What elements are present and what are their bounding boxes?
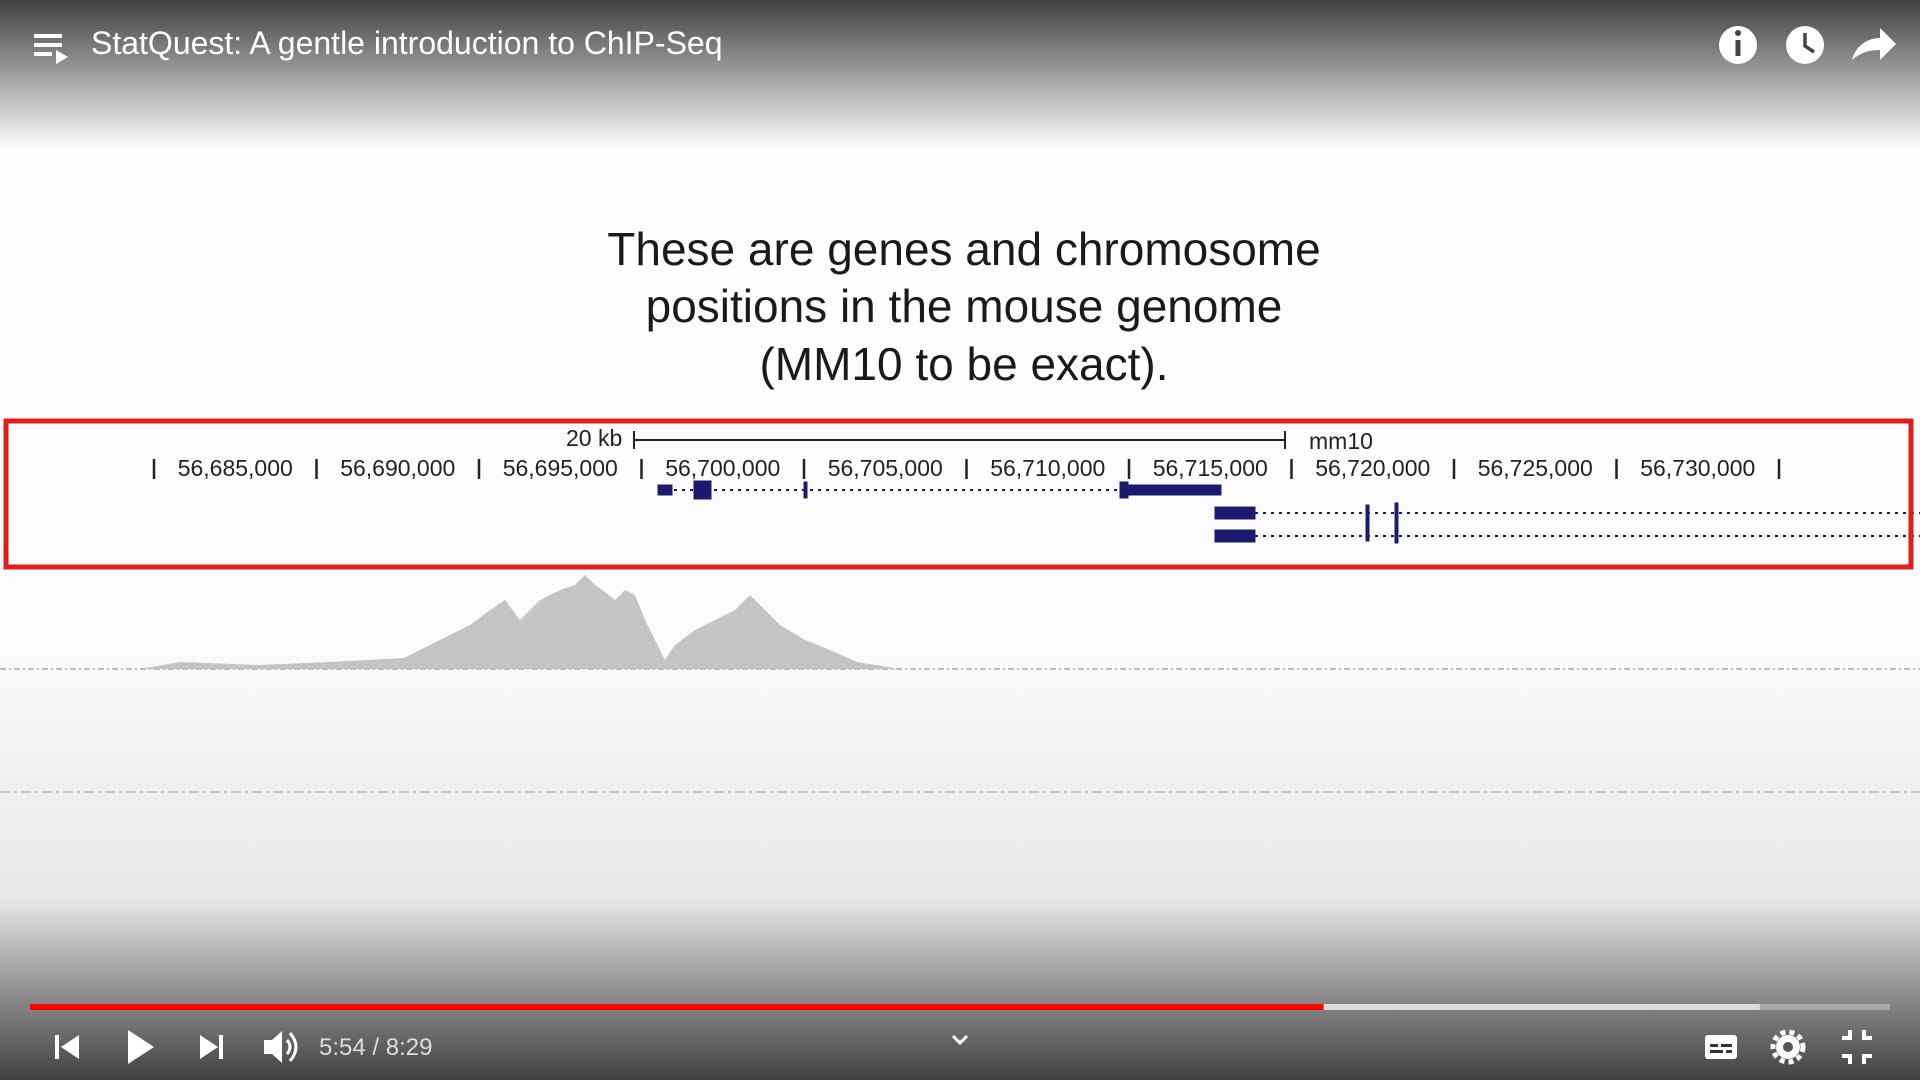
position-label: 56,690,000 (340, 455, 455, 481)
coverage-peaks (140, 575, 900, 669)
previous-button[interactable] (55, 1035, 79, 1059)
video-title[interactable]: StatQuest: A gentle introduction to ChIP… (91, 25, 723, 61)
info-button[interactable] (1719, 26, 1757, 64)
position-label: 56,695,000 (503, 455, 618, 481)
caption-line: These are genes and chromosome (607, 223, 1320, 275)
subtitles-button[interactable] (1705, 1035, 1737, 1059)
play-button[interactable] (128, 1030, 154, 1064)
position-label: 56,685,000 (178, 455, 293, 481)
position-label: 56,715,000 (1153, 455, 1268, 481)
position-label: 56,725,000 (1478, 455, 1593, 481)
time-display: 5:54 / 8:29 (319, 1034, 432, 1061)
settings-button[interactable] (1770, 1029, 1806, 1065)
caption-line: (MM10 to be exact). (759, 338, 1168, 390)
position-axis: 56,685,000 56,690,000 56,695,000 56,700,000… (152, 455, 1781, 481)
coverage-track (0, 575, 1920, 793)
next-button[interactable] (200, 1035, 223, 1059)
scale-label: 20 kb (566, 425, 622, 451)
position-label: 56,700,000 (665, 455, 780, 481)
caption-line: positions in the mouse genome (646, 280, 1283, 332)
controls: 5:54 / 8:29 (55, 1029, 1872, 1065)
volume-button[interactable] (264, 1031, 298, 1063)
header: StatQuest: A gentle introduction to ChIP… (34, 25, 1896, 64)
position-label: 56,730,000 (1640, 455, 1755, 481)
exit-fullscreen-button[interactable] (1842, 1030, 1872, 1064)
time-separator: / (372, 1034, 379, 1061)
duration: 8:29 (386, 1034, 433, 1061)
position-label: 56,705,000 (828, 455, 943, 481)
position-label: 56,720,000 (1315, 455, 1430, 481)
highlight-box (3, 418, 1914, 570)
progress-played (30, 1004, 1324, 1010)
gene-track (657, 480, 1222, 500)
share-button[interactable] (1852, 28, 1896, 60)
slide-caption: These are genes and chromosome positions… (607, 223, 1320, 390)
playlist-button[interactable] (34, 34, 68, 64)
top-shade (0, 0, 1920, 150)
current-time: 5:54 (319, 1034, 366, 1061)
position-label: 56,710,000 (990, 455, 1105, 481)
assembly-label: mm10 (1309, 428, 1373, 454)
bottom-shade (0, 900, 1920, 1080)
expand-chevron[interactable] (951, 1034, 969, 1046)
gene-track (1214, 502, 1920, 544)
progress-bar[interactable] (30, 1004, 1890, 1010)
watch-later-button[interactable] (1786, 26, 1824, 64)
time-text: 5:54 / 8:29 (319, 1034, 432, 1061)
genome-browser: 20 kb mm10 56,685,000 56,690,000 56,695,00… (3, 418, 1920, 570)
